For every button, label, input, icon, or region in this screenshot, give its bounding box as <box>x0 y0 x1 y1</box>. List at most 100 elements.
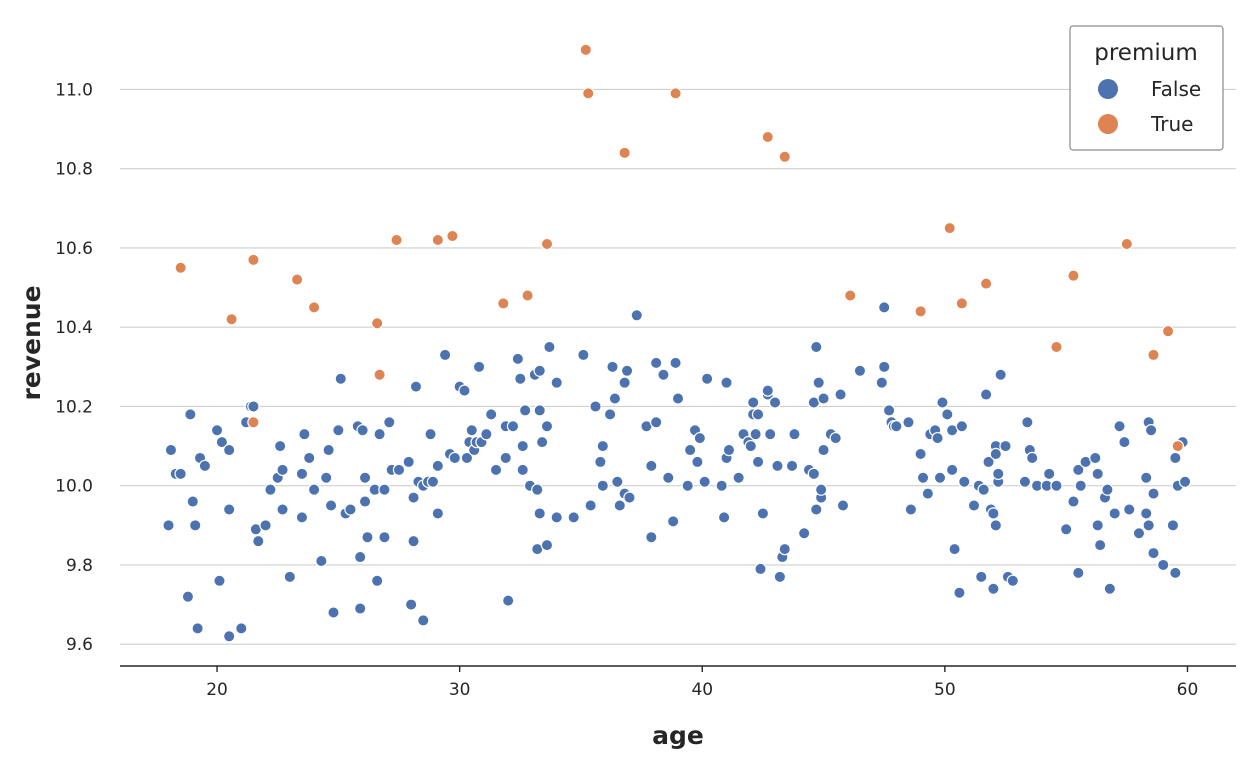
data-point <box>409 380 423 393</box>
data-point <box>669 87 682 100</box>
data-point <box>999 439 1012 453</box>
data-point <box>921 487 935 500</box>
data-point <box>878 301 891 314</box>
data-point <box>649 416 663 429</box>
data-point <box>162 519 175 532</box>
data-point <box>378 483 391 496</box>
data-point <box>198 459 212 473</box>
data-point <box>936 396 949 409</box>
data-point <box>649 356 663 370</box>
data-point <box>834 388 847 401</box>
data-point <box>773 570 787 584</box>
data-point <box>977 483 990 496</box>
data-point <box>1072 463 1085 477</box>
data-point <box>356 424 369 437</box>
data-point <box>1169 451 1182 465</box>
data-point <box>810 503 823 516</box>
data-point <box>535 435 549 449</box>
data-point <box>353 602 367 615</box>
data-point <box>979 388 993 401</box>
data-point <box>608 392 622 405</box>
data-point <box>373 368 386 381</box>
data-point <box>407 534 420 548</box>
data-point <box>1018 475 1032 488</box>
data-point <box>771 459 784 473</box>
data-point <box>518 404 532 417</box>
data-point <box>1144 424 1158 437</box>
data-point <box>756 507 770 520</box>
data-point <box>1123 503 1136 516</box>
data-point <box>878 360 891 374</box>
data-point <box>945 463 959 477</box>
data-point <box>438 348 452 362</box>
data-point <box>754 562 767 576</box>
data-point <box>1171 439 1184 453</box>
data-point <box>778 542 791 556</box>
y-tick-label: 11.0 <box>55 80 93 100</box>
data-point <box>1074 479 1087 492</box>
data-point <box>295 467 309 481</box>
data-point <box>931 431 944 445</box>
data-point <box>222 443 236 457</box>
data-point <box>669 356 682 370</box>
y-tick-label: 9.6 <box>66 635 93 655</box>
y-tick-label: 10.8 <box>55 160 93 180</box>
data-point <box>303 451 316 465</box>
data-point <box>417 614 430 627</box>
data-point <box>890 420 903 433</box>
data-point <box>717 511 731 524</box>
data-point <box>875 376 888 389</box>
data-point <box>698 475 711 488</box>
data-point <box>1091 519 1104 532</box>
data-point <box>283 570 297 584</box>
data-point <box>540 538 554 552</box>
data-point <box>989 519 1003 532</box>
data-point <box>298 427 311 441</box>
y-axis-label: revenue <box>17 285 46 400</box>
data-point <box>763 427 777 441</box>
data-point <box>446 229 459 243</box>
data-point <box>1166 519 1180 532</box>
data-point <box>210 424 224 437</box>
data-point <box>1089 451 1102 465</box>
data-point <box>448 451 461 465</box>
data-point <box>235 622 248 635</box>
data-point <box>334 372 347 385</box>
data-point <box>290 273 304 286</box>
data-point <box>645 531 658 544</box>
data-point <box>817 443 830 457</box>
data-point <box>1140 507 1153 520</box>
x-tick-label: 20 <box>206 680 228 700</box>
data-point <box>174 467 187 481</box>
data-point <box>751 455 765 469</box>
data-point <box>225 313 238 326</box>
data-point <box>186 495 199 508</box>
data-point <box>1178 475 1192 488</box>
data-point <box>606 360 619 374</box>
data-point <box>882 404 896 417</box>
data-point <box>358 471 372 484</box>
data-point <box>948 542 961 556</box>
data-point <box>579 43 593 57</box>
data-point <box>322 443 335 457</box>
data-point <box>1118 435 1131 449</box>
data-point <box>1132 527 1146 540</box>
data-point <box>751 408 765 421</box>
data-point <box>184 408 197 421</box>
data-point <box>778 150 791 164</box>
data-point <box>191 622 204 635</box>
data-point <box>460 451 474 465</box>
data-point <box>480 427 493 441</box>
data-point <box>373 427 386 441</box>
data-point <box>506 420 520 433</box>
data-point <box>914 447 927 461</box>
data-point <box>623 491 636 504</box>
y-tick-label: 10.0 <box>55 477 93 497</box>
legend-marker-false <box>1098 79 1118 99</box>
data-point <box>744 439 757 453</box>
data-point <box>378 531 391 544</box>
data-point <box>472 360 486 374</box>
y-tick-label: 10.2 <box>55 397 93 417</box>
data-point <box>370 574 384 588</box>
data-point <box>407 491 420 504</box>
